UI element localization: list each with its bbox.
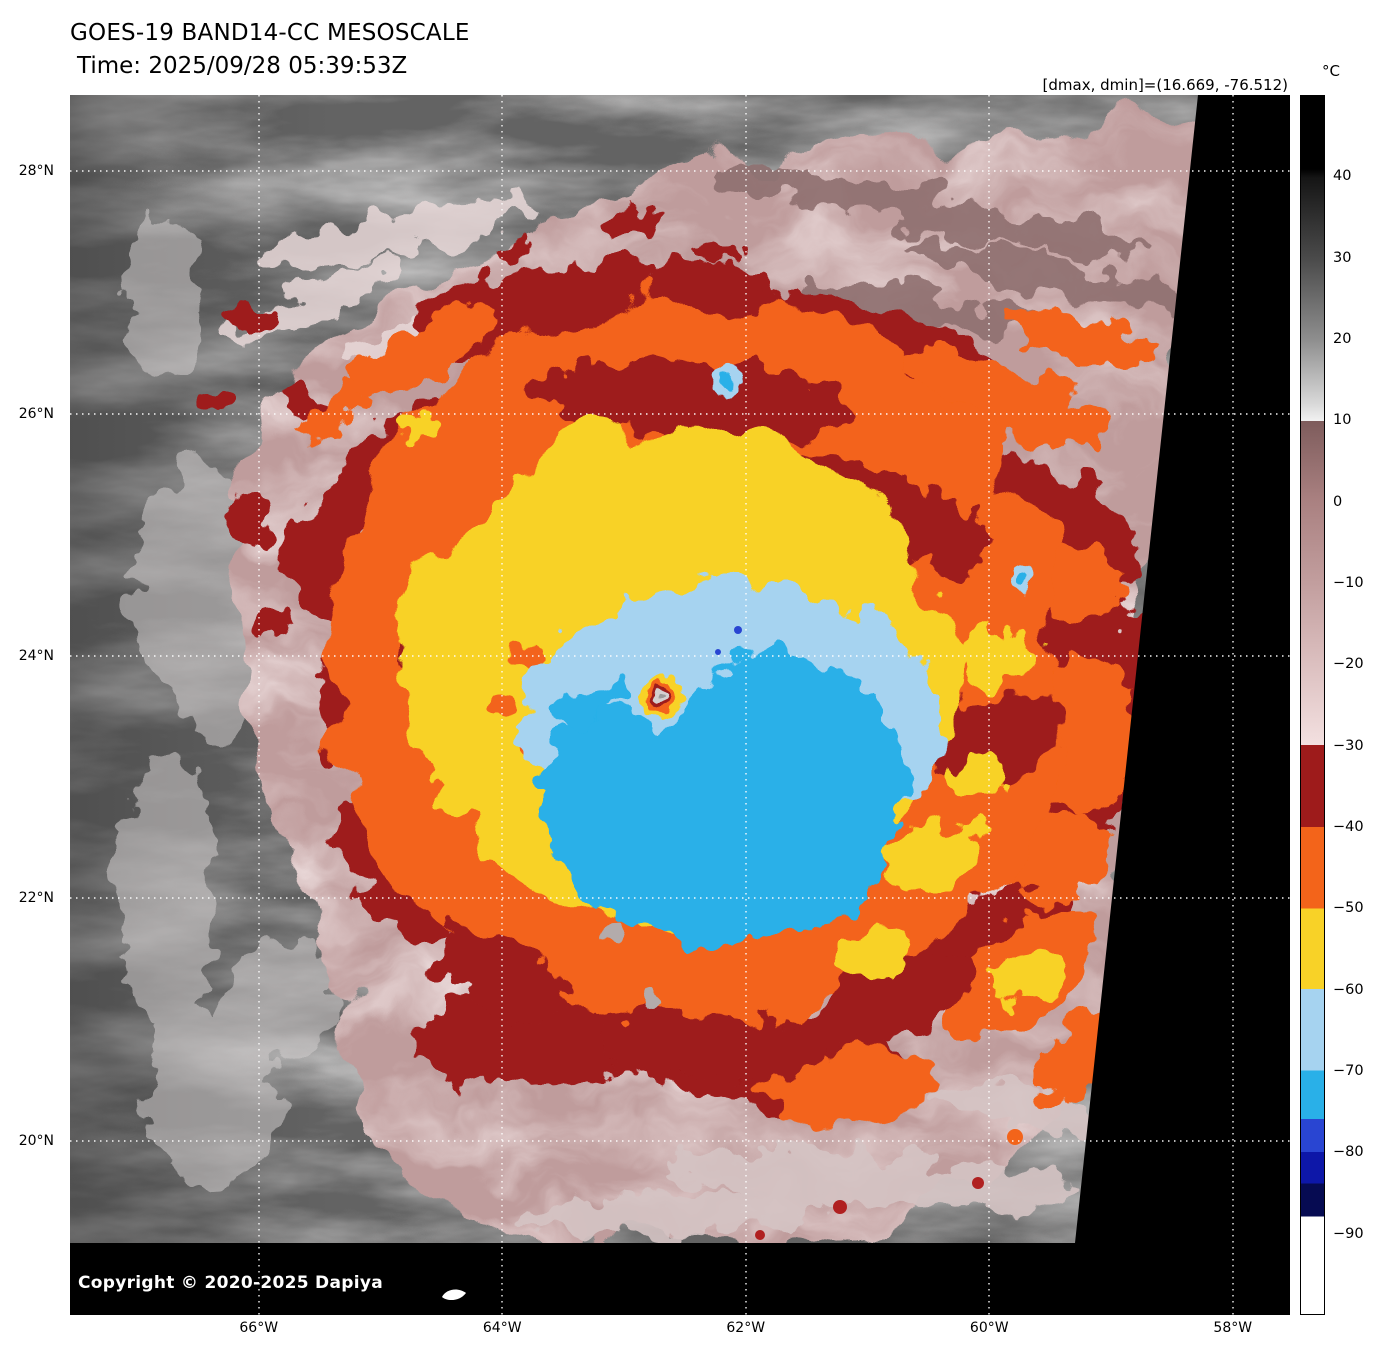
- colorbar-tick-label: 10: [1333, 412, 1352, 429]
- colorbar-tick-label: −30: [1333, 737, 1364, 754]
- northeast-mauve-streaks: [710, 169, 1202, 335]
- colorbar-tick-label: −60: [1333, 981, 1364, 998]
- timestamp: Time: 2025/09/28 05:39:53Z: [77, 53, 408, 79]
- lat-tick-label: 26°N: [18, 405, 54, 422]
- lon-tick-label: 66°W: [239, 1320, 279, 1336]
- gray-specks: [604, 922, 658, 1008]
- lon-tick-label: 62°W: [726, 1320, 766, 1336]
- cold-spot-east: [1007, 565, 1033, 591]
- lon-tick-label: 58°W: [1213, 1320, 1253, 1336]
- colorbar-tick-label: −90: [1333, 1225, 1364, 1242]
- colorbar: [1300, 95, 1325, 1315]
- lat-tick-label: 28°N: [18, 163, 54, 180]
- colorbar-tick-label: −50: [1333, 900, 1364, 917]
- lat-tick-label: 24°N: [18, 647, 54, 664]
- south-pale-streaks: [515, 1083, 1107, 1234]
- coldest-core-cyan: [539, 652, 907, 943]
- cold-spot-north: [712, 367, 742, 397]
- colorbar-tick-label: 0: [1333, 493, 1343, 510]
- colorbar-tick-label: −80: [1333, 1144, 1364, 1161]
- copyright-text: Copyright © 2020-2025 Dapiya: [78, 1273, 383, 1293]
- lon-axis: 66°W 64°W 62°W 60°W 58°W: [70, 1320, 1290, 1348]
- no-data-region: [70, 95, 1290, 1315]
- navy-flecks: [715, 626, 742, 655]
- dmax-dmin-readout: [dmax, dmin]=(16.669, -76.512): [1042, 76, 1288, 94]
- left-cloud-streaks: [120, 222, 336, 1183]
- lat-tick-label: 20°N: [18, 1132, 54, 1149]
- colorbar-tick-label: −70: [1333, 1063, 1364, 1079]
- lon-tick-label: 64°W: [482, 1320, 522, 1336]
- satellite-imagery: [70, 95, 1290, 1315]
- lat-axis: 28°N 26°N 24°N 22°N 20°N: [0, 95, 62, 1315]
- lat-tick-label: 22°N: [18, 890, 54, 907]
- map-panel: Copyright © 2020-2025 Dapiya: [70, 95, 1290, 1315]
- colorbar-tick-label: 30: [1333, 249, 1352, 266]
- colorbar-tick-label: −40: [1333, 819, 1364, 835]
- hurricane-eye: [640, 675, 684, 719]
- colorbar-tick-label: −10: [1333, 575, 1364, 591]
- island-outline: [442, 1289, 466, 1301]
- colorbar-tick-labels: 40 30 20 10 0 −10 −20 −30 −40 −50 −60 −70 −80 −90: [1333, 95, 1389, 1315]
- yellow-patches: [402, 412, 1059, 1001]
- colorbar-tick-label: 20: [1333, 331, 1352, 347]
- outer-band-specks: [755, 1129, 1023, 1240]
- colorbar-tick-label: −20: [1333, 656, 1364, 673]
- colorbar-unit-label: °C: [1322, 62, 1340, 80]
- lon-tick-label: 60°W: [969, 1320, 1009, 1336]
- page-title: GOES-19 BAND14-CC MESOSCALE: [70, 20, 470, 46]
- colorbar-tick-label: 40: [1333, 168, 1352, 185]
